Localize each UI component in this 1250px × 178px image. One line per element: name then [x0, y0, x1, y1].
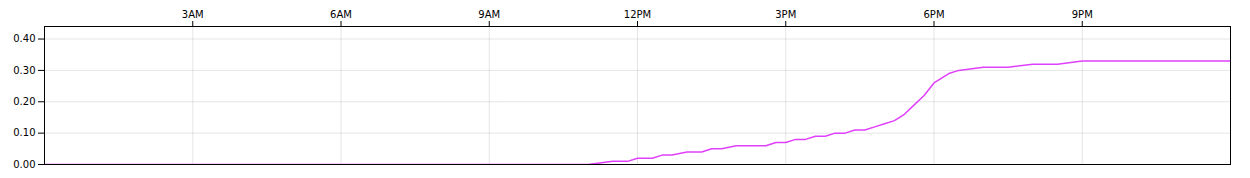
svg-text:0.40: 0.40 [13, 33, 35, 44]
svg-text:12PM: 12PM [624, 9, 651, 20]
svg-text:3PM: 3PM [775, 9, 796, 20]
svg-text:0.20: 0.20 [13, 96, 35, 107]
svg-text:3AM: 3AM [182, 9, 204, 20]
svg-text:9AM: 9AM [478, 9, 500, 20]
svg-text:0.10: 0.10 [13, 127, 35, 138]
svg-text:0.00: 0.00 [13, 159, 35, 170]
svg-text:6PM: 6PM [923, 9, 944, 20]
svg-text:9PM: 9PM [1072, 9, 1093, 20]
svg-text:6AM: 6AM [330, 9, 352, 20]
svg-text:0.30: 0.30 [13, 65, 35, 76]
